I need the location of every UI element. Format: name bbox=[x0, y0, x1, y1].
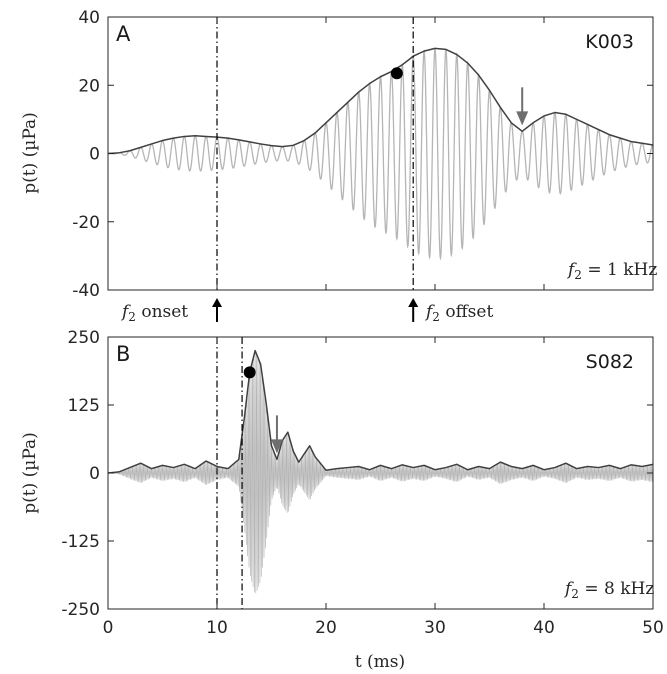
panel-b-subject-id: S082 bbox=[586, 351, 634, 373]
panel-b: 250 125 0 -125 -250 0 10 20 30 40 50 B S082 f2 = … bbox=[20, 328, 664, 672]
y-tick-label: 0 bbox=[89, 464, 100, 484]
panel-b-envelope bbox=[108, 349, 653, 474]
panel-b-notch-arrow bbox=[270, 415, 283, 454]
panel-a-x-ticks bbox=[107, 17, 654, 290]
panel-a-envelope bbox=[108, 47, 653, 155]
panel-b-carrier-waveform bbox=[108, 350, 653, 594]
f2-offset-arrow bbox=[408, 298, 419, 322]
y-tick-label: 20 bbox=[78, 76, 100, 96]
f2-onset-label: f2 onset bbox=[120, 302, 188, 324]
arrow-head bbox=[408, 298, 419, 307]
f2-offset-label: f2 offset bbox=[424, 302, 493, 324]
arrow-head bbox=[212, 298, 222, 307]
panel-a-y-axis-label: p(t) (µPa) bbox=[20, 112, 40, 194]
y-tick-label: 0 bbox=[89, 145, 100, 165]
panel-a: 40 20 0 -20 -40 A K003 f2 = 1 kHz p(t) (µPa)… bbox=[20, 8, 657, 324]
x-tick-label: 10 bbox=[206, 618, 228, 638]
f2-onset-arrow bbox=[212, 298, 222, 322]
panel-b-peak-dot bbox=[243, 366, 256, 379]
panel-a-y-ticks: 40 20 0 -20 -40 bbox=[72, 8, 653, 301]
panel-b-x-ticks: 0 10 20 30 40 50 bbox=[103, 337, 664, 638]
panel-a-label: A bbox=[116, 22, 131, 46]
x-tick-label: 30 bbox=[424, 618, 446, 638]
x-tick-label: 20 bbox=[315, 618, 337, 638]
panel-a-peak-dot bbox=[390, 67, 403, 80]
x-axis-label: t (ms) bbox=[355, 652, 405, 672]
panel-b-y-axis-label: p(t) (µPa) bbox=[20, 432, 40, 514]
y-tick-label: -40 bbox=[72, 281, 100, 301]
x-tick-label: 40 bbox=[533, 618, 555, 638]
panel-a-subject-id: K003 bbox=[585, 31, 634, 53]
envelope-line bbox=[108, 349, 653, 474]
envelope-line bbox=[108, 47, 653, 155]
arrow-head bbox=[270, 439, 283, 454]
y-tick-label: 40 bbox=[78, 8, 100, 28]
y-tick-label: 250 bbox=[68, 328, 100, 348]
x-tick-label: 50 bbox=[642, 618, 664, 638]
y-tick-label: -250 bbox=[61, 600, 100, 620]
carrier-line bbox=[108, 350, 653, 594]
y-tick-label: -20 bbox=[72, 213, 100, 233]
x-tick-label: 0 bbox=[103, 618, 114, 638]
panel-b-label: B bbox=[116, 342, 130, 366]
panel-a-axes-box bbox=[107, 16, 654, 291]
panel-b-y-ticks: 250 125 0 -125 -250 bbox=[61, 328, 653, 620]
carrier-line bbox=[108, 48, 653, 261]
panel-b-frequency-annotation: f2 = 8 kHz bbox=[563, 579, 654, 601]
y-tick-label: 125 bbox=[68, 396, 100, 416]
arrow-head bbox=[516, 111, 529, 126]
panel-a-frequency-annotation: f2 = 1 kHz bbox=[566, 260, 657, 282]
panel-a-notch-arrow bbox=[516, 87, 529, 126]
panel-b-axes-box bbox=[107, 336, 654, 610]
panel-a-carrier-waveform bbox=[108, 48, 653, 261]
y-tick-label: -125 bbox=[61, 532, 100, 552]
